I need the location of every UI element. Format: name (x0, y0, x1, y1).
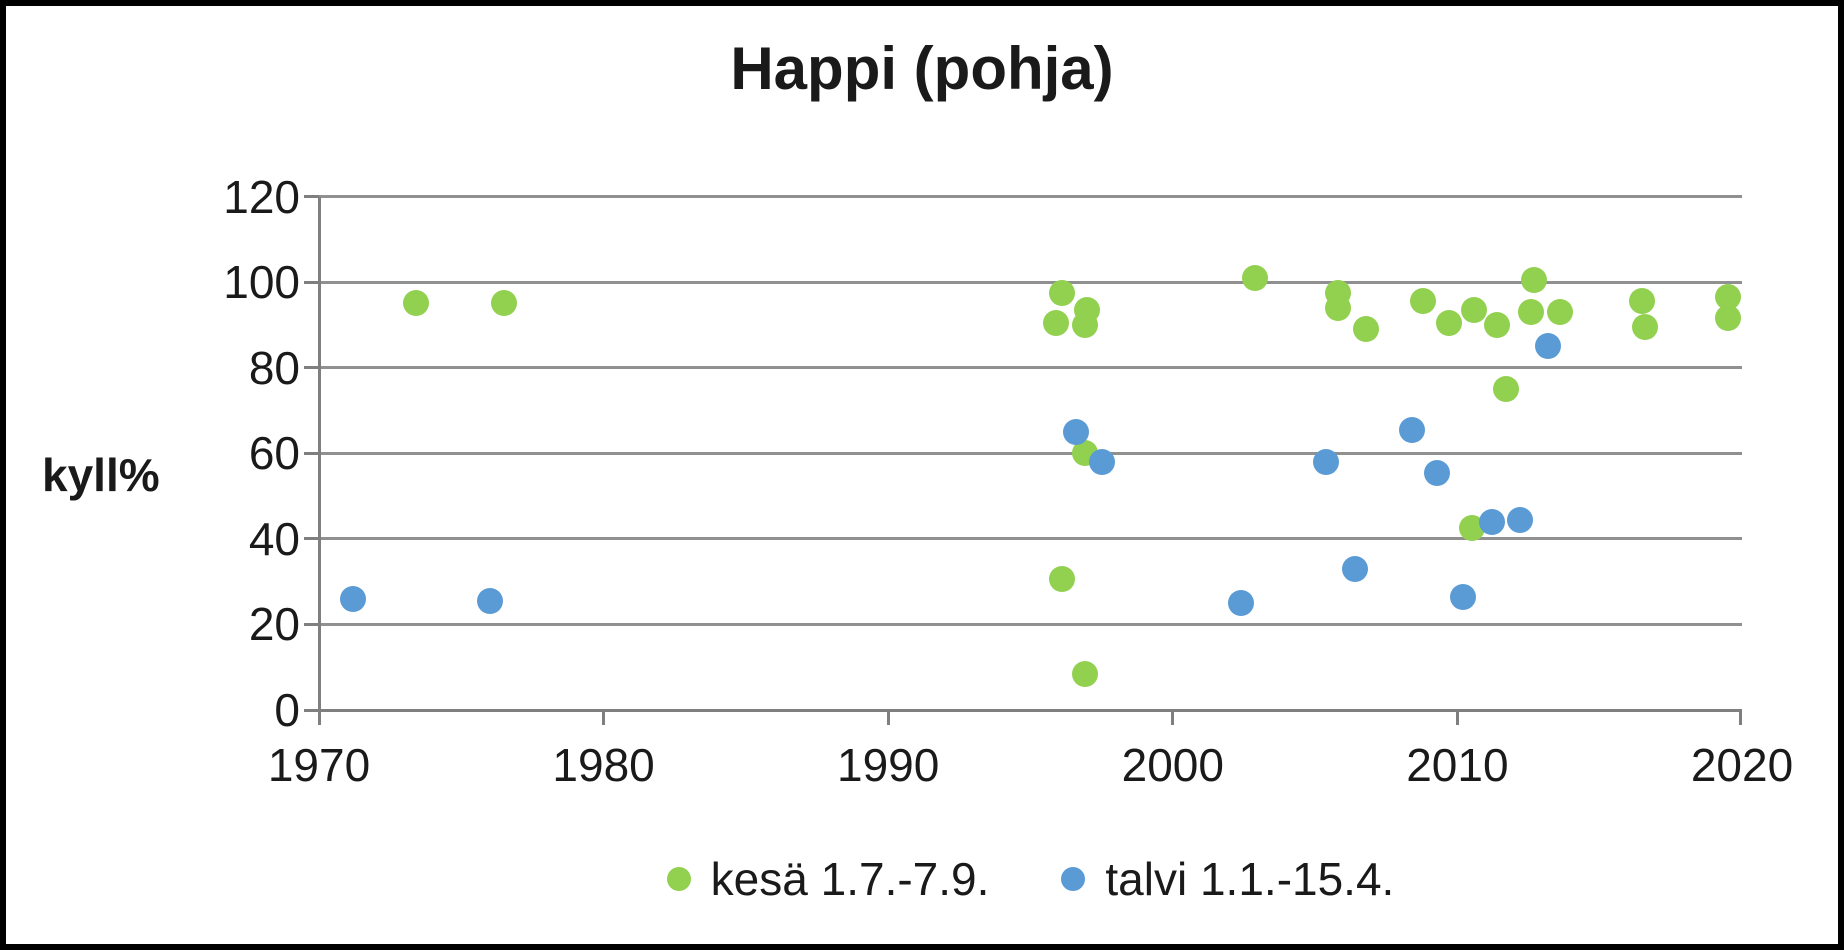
y-tick-label: 80 (248, 341, 300, 394)
gridline-y-80 (319, 366, 1742, 370)
x-tick-label: 2020 (1690, 739, 1794, 791)
gridline-y-20 (319, 622, 1742, 626)
data-point-kesa (1043, 309, 1070, 336)
legend-item-kesa: kesä 1.7.-7.9. (666, 852, 990, 906)
data-point-kesa (1461, 296, 1488, 323)
x-tick-label: 2010 (1406, 739, 1509, 791)
x-tick-1990 (886, 710, 890, 725)
y-tick-label: 60 (248, 427, 300, 480)
data-point-talvi (1507, 506, 1533, 533)
y-tick-label: 40 (248, 512, 300, 565)
data-point-kesa (1353, 316, 1380, 343)
x-tick-label: 1990 (837, 739, 940, 791)
data-point-kesa (490, 290, 517, 317)
data-point-talvi (1088, 448, 1115, 475)
data-point-talvi (1063, 418, 1090, 445)
chart-title: Happi (pohja) (730, 35, 1114, 102)
gridline-y-40 (319, 537, 1742, 541)
x-tick-1980 (602, 710, 606, 725)
data-point-kesa (1546, 299, 1573, 326)
legend-label-talvi: talvi 1.1.-15.4. (1105, 853, 1395, 905)
x-tick-label: 1970 (267, 739, 371, 791)
x-tick-2000 (1171, 710, 1175, 725)
data-point-talvi (1398, 416, 1425, 443)
x-tick-2010 (1455, 710, 1459, 725)
x-axis-line (319, 708, 1742, 712)
data-point-kesa (1048, 566, 1075, 593)
legend-item-talvi: talvi 1.1.-15.4. (1061, 852, 1394, 906)
data-point-kesa (1435, 309, 1462, 336)
legend: kesä 1.7.-7.9. talvi 1.1.-15.4. (319, 852, 1742, 906)
data-point-talvi (1341, 555, 1368, 582)
y-tick-0 (304, 708, 319, 712)
y-tick-label: 100 (223, 256, 300, 309)
y-tick-label: 120 (223, 170, 300, 223)
data-point-talvi (1478, 508, 1505, 535)
data-point-kesa (1048, 279, 1075, 306)
data-point-kesa (1518, 299, 1545, 326)
legend-label-kesa: kesä 1.7.-7.9. (710, 853, 990, 905)
y-tick-60 (304, 451, 319, 455)
data-point-kesa (1074, 296, 1101, 323)
data-point-talvi (1424, 459, 1451, 486)
data-point-talvi (1535, 333, 1562, 360)
x-axis-end-tick (1739, 710, 1742, 725)
data-point-kesa (1521, 266, 1548, 293)
kesa-series-marker-icon (666, 867, 691, 891)
data-point-talvi (340, 585, 367, 612)
y-tick-label: 20 (248, 598, 300, 651)
y-tick-80 (304, 366, 319, 370)
data-point-talvi (476, 587, 503, 614)
data-point-kesa (402, 290, 429, 317)
y-axis-title: kyll% (42, 449, 160, 501)
data-point-kesa (1629, 288, 1656, 315)
data-point-talvi (1313, 448, 1340, 475)
y-tick-label: 0 (274, 684, 300, 736)
gridline-y-120 (319, 195, 1742, 198)
data-point-talvi (1228, 590, 1255, 617)
y-tick-120 (304, 195, 319, 198)
x-tick-label: 2000 (1121, 739, 1224, 791)
gridline-y-60 (319, 451, 1742, 455)
y-tick-40 (304, 537, 319, 541)
talvi-series-marker-icon (1061, 867, 1086, 891)
data-point-kesa (1242, 264, 1269, 291)
data-point-kesa (1714, 305, 1741, 332)
x-tick-label: 1980 (552, 739, 655, 791)
data-point-kesa (1632, 314, 1659, 340)
data-point-talvi (1450, 583, 1477, 610)
y-tick-100 (304, 280, 319, 284)
data-point-kesa (1410, 288, 1437, 315)
y-axis-line (317, 196, 321, 725)
gridline-y-100 (319, 280, 1742, 284)
y-tick-20 (304, 622, 319, 626)
data-point-kesa (1492, 376, 1519, 403)
data-point-kesa (1071, 660, 1098, 687)
data-point-kesa (1324, 294, 1351, 321)
data-point-kesa (1484, 311, 1511, 338)
